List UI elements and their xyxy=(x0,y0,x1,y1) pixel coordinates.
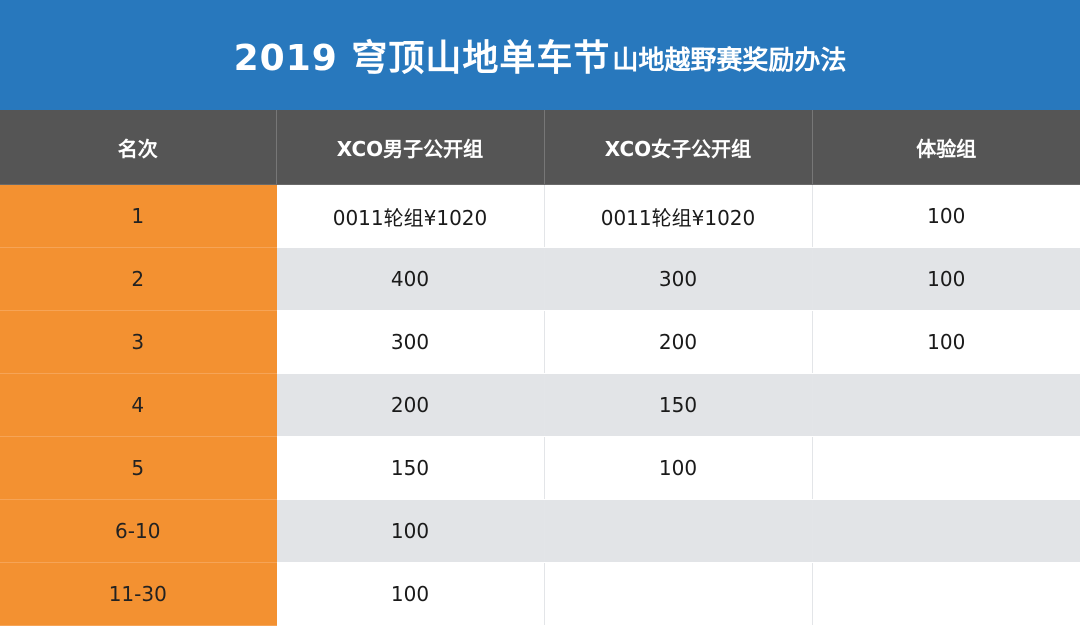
page-subtitle: 山地越野赛奖励办法 xyxy=(612,45,847,76)
table-row: 3 300 200 100 xyxy=(0,310,1080,374)
xco-women-cell: 200 xyxy=(544,310,813,374)
xco-women-cell: 100 xyxy=(544,436,813,500)
reward-table: 名次 XCO男子公开组 XCO女子公开组 体验组 1 0011轮组¥1020 0… xyxy=(0,110,1080,626)
table-header-row: 名次 XCO男子公开组 XCO女子公开组 体验组 xyxy=(0,110,1080,185)
xco-men-cell: 200 xyxy=(276,373,545,437)
rank-cell: 1 xyxy=(0,184,277,248)
header-experience: 体验组 xyxy=(812,110,1080,185)
experience-cell xyxy=(812,562,1080,626)
header-xco-men: XCO男子公开组 xyxy=(276,110,545,185)
table-row: 4 200 150 xyxy=(0,373,1080,437)
xco-men-cell: 100 xyxy=(276,562,545,626)
xco-men-cell: 150 xyxy=(276,436,545,500)
xco-women-cell: 0011轮组¥1020 xyxy=(544,184,813,248)
rank-cell: 5 xyxy=(0,436,277,500)
rank-cell: 3 xyxy=(0,310,277,374)
rank-cell: 6-10 xyxy=(0,499,277,563)
experience-cell xyxy=(812,436,1080,500)
experience-cell: 100 xyxy=(812,310,1080,374)
experience-cell xyxy=(812,499,1080,563)
title-banner: 2019 穹顶山地单车节 山地越野赛奖励办法 xyxy=(0,0,1080,110)
xco-women-cell xyxy=(544,562,813,626)
xco-men-cell: 300 xyxy=(276,310,545,374)
rank-cell: 11-30 xyxy=(0,562,277,626)
xco-men-cell: 0011轮组¥1020 xyxy=(276,184,545,248)
xco-women-cell: 150 xyxy=(544,373,813,437)
table-row: 2 400 300 100 xyxy=(0,247,1080,311)
table-row: 11-30 100 xyxy=(0,562,1080,626)
xco-men-cell: 400 xyxy=(276,247,545,311)
xco-women-cell xyxy=(544,499,813,563)
rank-cell: 2 xyxy=(0,247,277,311)
experience-cell: 100 xyxy=(812,247,1080,311)
header-rank: 名次 xyxy=(0,110,277,185)
xco-women-cell: 300 xyxy=(544,247,813,311)
table-row: 1 0011轮组¥1020 0011轮组¥1020 100 xyxy=(0,184,1080,248)
experience-cell: 100 xyxy=(812,184,1080,248)
page-title: 2019 穹顶山地单车节 xyxy=(233,38,611,79)
header-xco-women: XCO女子公开组 xyxy=(544,110,813,185)
table-row: 6-10 100 xyxy=(0,499,1080,563)
xco-men-cell: 100 xyxy=(276,499,545,563)
experience-cell xyxy=(812,373,1080,437)
table-row: 5 150 100 xyxy=(0,436,1080,500)
rank-cell: 4 xyxy=(0,373,277,437)
